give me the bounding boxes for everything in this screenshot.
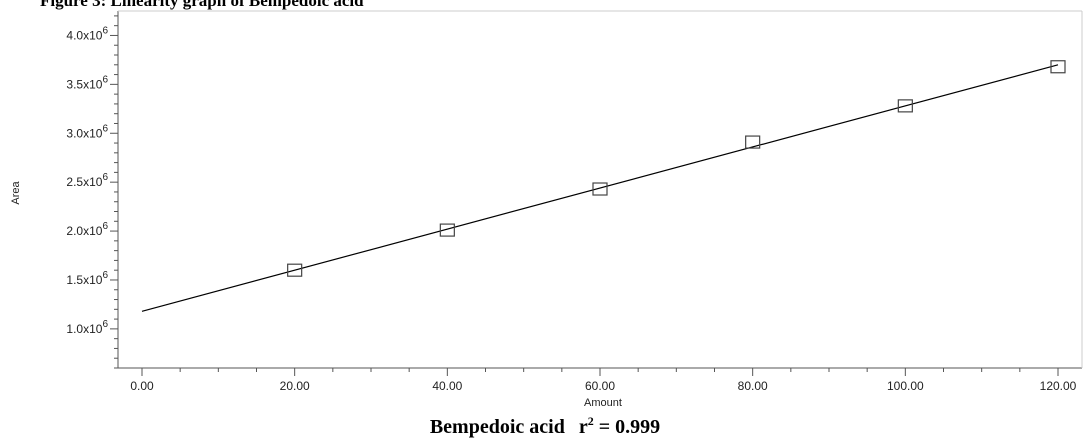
y-tick-label: 1.0x106 (66, 319, 108, 336)
y-tick-label: 3.5x106 (66, 74, 108, 91)
y-axis-title: Area (10, 181, 22, 205)
data-point (287, 263, 303, 277)
x-axis-title: Amount (584, 397, 622, 409)
data-point (1050, 60, 1066, 74)
x-tick-label: 80.00 (738, 379, 768, 393)
y-tick-exponent: 6 (102, 172, 108, 183)
y-tick-exponent: 6 (102, 25, 108, 36)
y-tick-mantissa: 3.0x10 (66, 126, 102, 140)
y-tick-exponent: 6 (102, 319, 108, 330)
y-tick-exponent: 6 (102, 270, 108, 281)
caption-compound: Bempedoic acid (430, 416, 565, 438)
x-tick-label: 60.00 (585, 379, 615, 393)
y-tick-mantissa: 4.0x10 (66, 28, 102, 42)
y-tick-mantissa: 1.5x10 (66, 273, 102, 287)
x-tick-label: 20.00 (280, 379, 310, 393)
x-axis-ticks: 0.00 20.00 40.00 60.00 80.00 100.00 120.00 (130, 368, 1077, 393)
y-tick-mantissa: 2.5x10 (66, 175, 102, 189)
y-tick-mantissa: 1.0x10 (66, 322, 102, 336)
regression-line-group (141, 64, 1059, 312)
y-tick-exponent: 6 (102, 123, 108, 134)
y-tick-label: 2.5x106 (66, 172, 108, 189)
y-tick-mantissa: 3.5x10 (66, 77, 102, 91)
figure-header: Figure 3: Linearity graph of Bempedoic a… (40, 0, 364, 10)
x-tick-label: 0.00 (130, 379, 154, 393)
x-tick-label: 100.00 (887, 379, 924, 393)
regression-line (141, 64, 1059, 312)
data-point (439, 223, 455, 237)
caption-r: r (579, 416, 588, 438)
y-axis-ticks: 1.0x1061.5x1062.0x1062.5x1063.0x1063.5x1… (66, 15, 118, 369)
y-tick-exponent: 6 (102, 221, 108, 232)
data-points (287, 60, 1066, 277)
data-point (745, 135, 761, 149)
caption-r-squared-exponent: 2 (588, 414, 594, 428)
x-tick-label: 120.00 (1040, 379, 1077, 393)
y-tick-label: 1.5x106 (66, 270, 108, 287)
data-point (897, 99, 913, 113)
y-tick-exponent: 6 (102, 74, 108, 85)
x-tick-label: 40.00 (432, 379, 462, 393)
caption-r-squared-value: = 0.999 (594, 416, 660, 438)
y-tick-label: 3.0x106 (66, 123, 108, 140)
figure-caption: Bempedoic acid r2 = 0.999 (430, 414, 660, 438)
y-tick-label: 2.0x106 (66, 221, 108, 238)
y-tick-label: 4.0x106 (66, 25, 108, 42)
data-point (592, 182, 608, 196)
plot-area: 1.0x1061.5x1062.0x1062.5x1063.0x1063.5x1… (66, 10, 1083, 393)
y-tick-mantissa: 2.0x10 (66, 224, 102, 238)
